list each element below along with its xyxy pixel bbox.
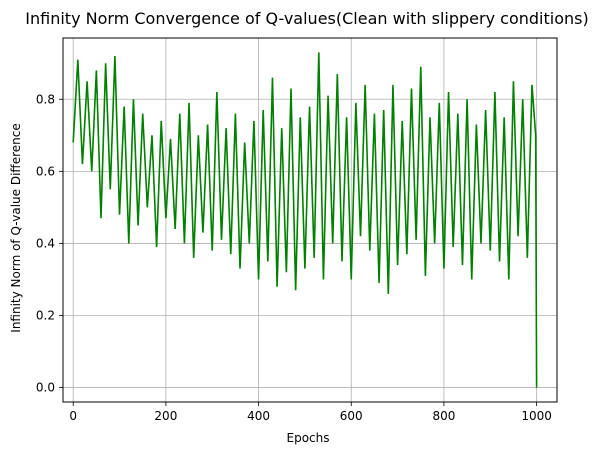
- y-axis-label: Infinity Norm of Q-value Difference: [9, 123, 23, 332]
- series-line: [72, 52, 538, 388]
- x-axis: 0 200 400 600 800 1000: [69, 402, 552, 423]
- x-tick-label: 400: [247, 409, 270, 423]
- x-tick-label: 800: [432, 409, 455, 423]
- x-axis-label: Epochs: [287, 431, 330, 445]
- y-tick-label: 0.8: [36, 92, 55, 106]
- chart-title: Infinity Norm Convergence of Q-values(Cl…: [25, 9, 588, 28]
- x-tick-label: 600: [340, 409, 363, 423]
- x-tick-label: 1000: [521, 409, 552, 423]
- y-tick-label: 0.4: [36, 236, 55, 250]
- x-tick-label: 0: [69, 409, 77, 423]
- x-tick-label: 200: [154, 409, 177, 423]
- y-axis: 0.0 0.2 0.4 0.6 0.8: [36, 92, 63, 395]
- y-tick-label: 0.2: [36, 309, 55, 323]
- plot-area: [62, 37, 558, 403]
- plot-frame: [62, 37, 558, 403]
- y-tick-label: 0.6: [36, 164, 55, 178]
- y-tick-label: 0.0: [36, 381, 55, 395]
